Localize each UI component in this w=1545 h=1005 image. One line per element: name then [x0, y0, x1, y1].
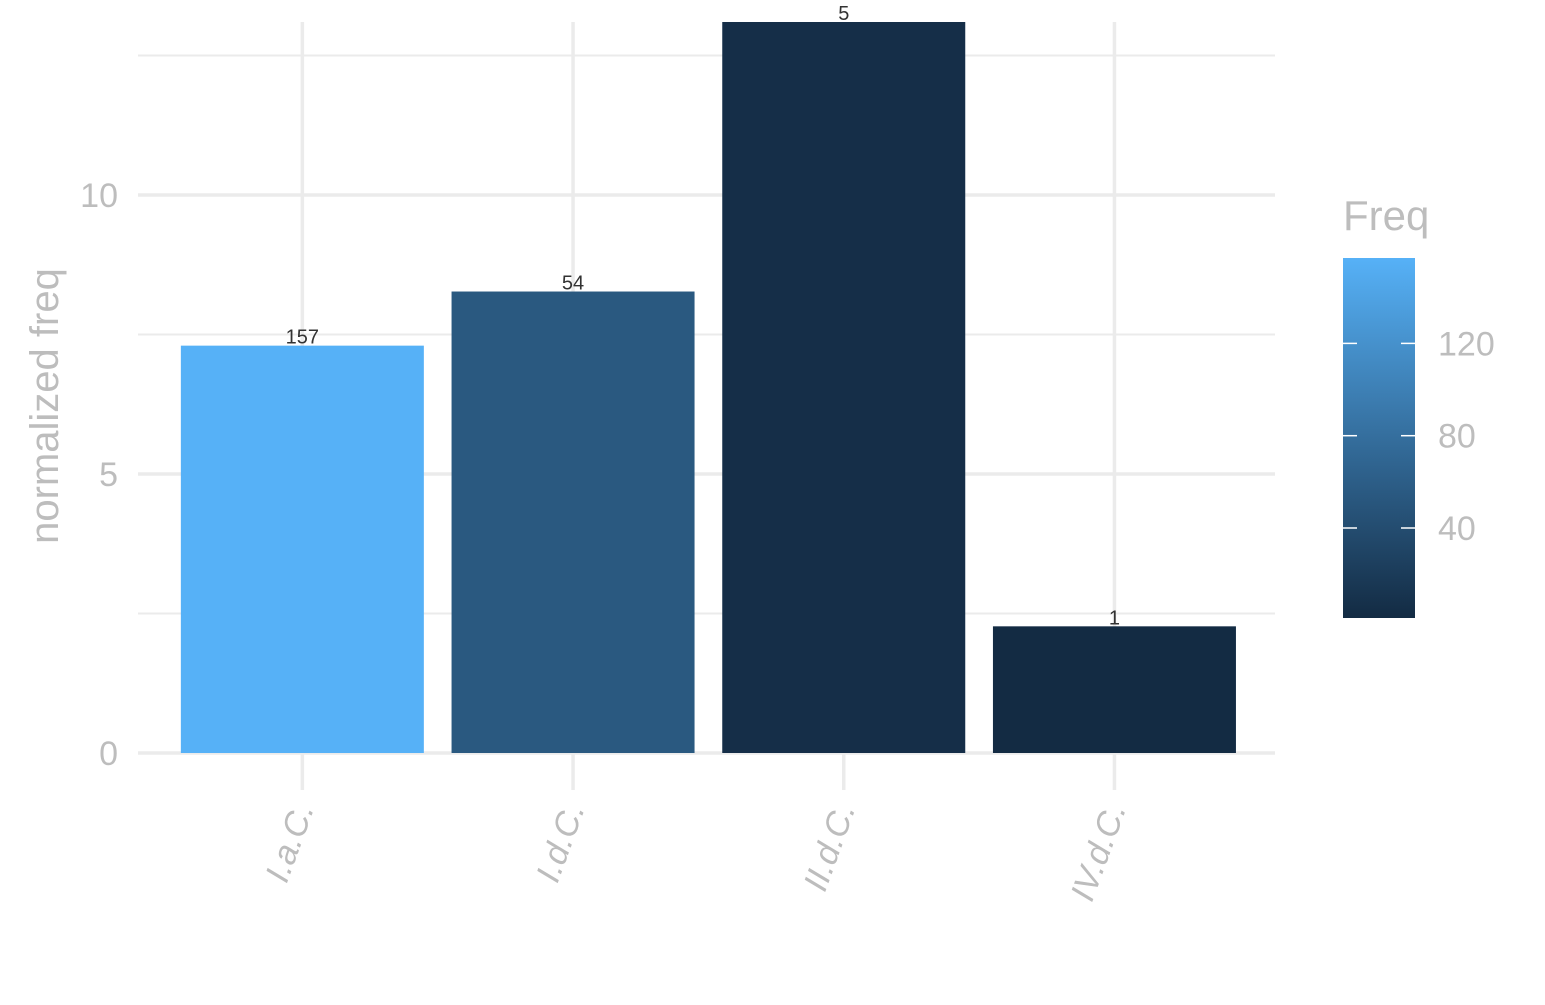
bar-value-label: 54: [562, 273, 584, 295]
bar-I.d.C.: [451, 291, 695, 753]
bar-I.a.C.: [180, 345, 424, 753]
bar-value-label: 5: [838, 3, 849, 25]
x-tick-label: II.d.C.: [797, 798, 864, 896]
y-tick-label: 10: [80, 177, 118, 215]
legend-colorbar: [1343, 258, 1415, 618]
x-tick-label: I.a.C.: [258, 798, 321, 887]
bar-labels: 157 54 5 1: [286, 3, 1120, 629]
legend-ticks: 40 80 120: [1343, 325, 1495, 548]
x-tick-label: IV.d.C.: [1064, 798, 1134, 906]
y-tick-label: 5: [99, 456, 118, 494]
y-tick-label: 0: [99, 735, 118, 773]
legend-tick-label: 80: [1438, 418, 1476, 456]
y-axis-title: normalized freq: [23, 268, 67, 544]
bar-value-label: 1: [1109, 607, 1120, 629]
x-tick-label: I.d.C.: [529, 798, 592, 887]
legend-tick-label: 40: [1438, 510, 1476, 548]
bar-value-label: 157: [286, 327, 319, 349]
bar-IV.d.C.: [992, 626, 1236, 753]
bars: [180, 22, 1236, 753]
legend-tick-label: 120: [1438, 325, 1495, 363]
legend-title: Freq: [1343, 192, 1429, 239]
bar-II.d.C.: [722, 22, 966, 753]
